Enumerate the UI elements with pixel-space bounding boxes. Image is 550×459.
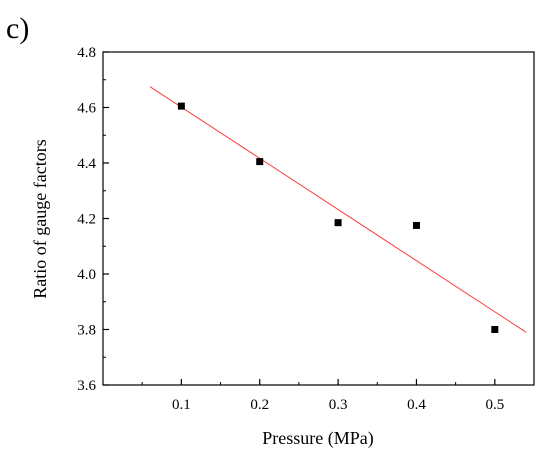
x-tick-label: 0.3 [329,397,348,413]
x-tick-labels: 0.1 0.2 0.3 0.4 0.5 [172,397,504,413]
y-tick-label: 3.6 [77,378,96,394]
panel-label: c) [6,12,29,45]
y-tick-label: 4.6 [77,101,96,117]
y-tick-labels: 3.6 3.8 4.0 4.2 4.4 4.6 4.8 [77,45,96,394]
fit-line-layer [149,86,527,333]
x-tick-label: 0.1 [172,397,191,413]
x-tick-label: 0.2 [250,397,269,413]
data-point [412,221,420,229]
data-point [177,102,185,110]
data-point [256,158,264,166]
linear-fit-line [149,86,527,333]
y-tick-label: 4.0 [77,267,96,283]
data-point [491,326,499,333]
y-tick-label: 4.2 [77,212,96,228]
y-axis-label: Ratio of gauge factors [30,139,50,298]
y-tick-label: 4.8 [77,45,96,61]
data-point [334,219,342,227]
x-tick-label: 0.4 [407,397,426,413]
x-axis-label: Pressure (MPa) [262,428,373,449]
y-tick-label: 4.4 [77,156,96,172]
data-points [177,102,499,333]
axis-ticks [103,51,535,386]
y-tick-label: 3.8 [77,323,96,339]
x-tick-label: 0.5 [485,397,504,413]
plot-frame [102,51,535,386]
